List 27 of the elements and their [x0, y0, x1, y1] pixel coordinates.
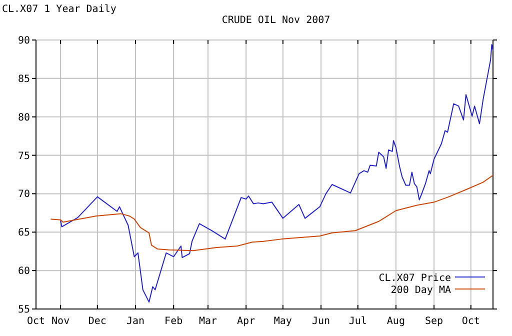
line-series [50, 174, 494, 252]
y-tick-label: 60 [18, 266, 30, 278]
x-tick-label: Aug [386, 316, 405, 327]
x-tick-label: Sep [425, 316, 444, 327]
x-tick-label: Oct [26, 316, 46, 327]
y-tick-label: 70 [18, 189, 30, 200]
y-tick-label: 55 [18, 304, 30, 316]
x-tick-label: Jun [312, 316, 330, 327]
legend-label: CL.X07 Price [378, 273, 451, 284]
legend-label: 200 Day MA [390, 285, 451, 296]
y-tick-label: 90 [18, 36, 30, 46]
x-tick-label: Oct [462, 316, 480, 327]
y-tick-label: 65 [18, 228, 30, 239]
x-tick-label: May [274, 316, 292, 327]
x-tick-label: Apr [237, 316, 256, 327]
x-tick-label: Feb [164, 316, 183, 327]
x-tick-label: Nov [52, 316, 70, 327]
y-tick-label: 85 [18, 74, 30, 85]
x-tick-label: Dec [88, 316, 106, 327]
y-tick-label: 80 [18, 112, 30, 124]
line-series [60, 44, 494, 303]
y-tick-label: 75 [18, 150, 30, 162]
x-tick-label: Mar [198, 316, 218, 327]
chart-title: CRUDE OIL Nov 2007 [222, 15, 330, 26]
x-tick-label: Jan [126, 316, 145, 327]
chart-subtitle: CL.X07 1 Year Daily [2, 4, 116, 15]
x-tick-label: Jul [348, 316, 367, 327]
